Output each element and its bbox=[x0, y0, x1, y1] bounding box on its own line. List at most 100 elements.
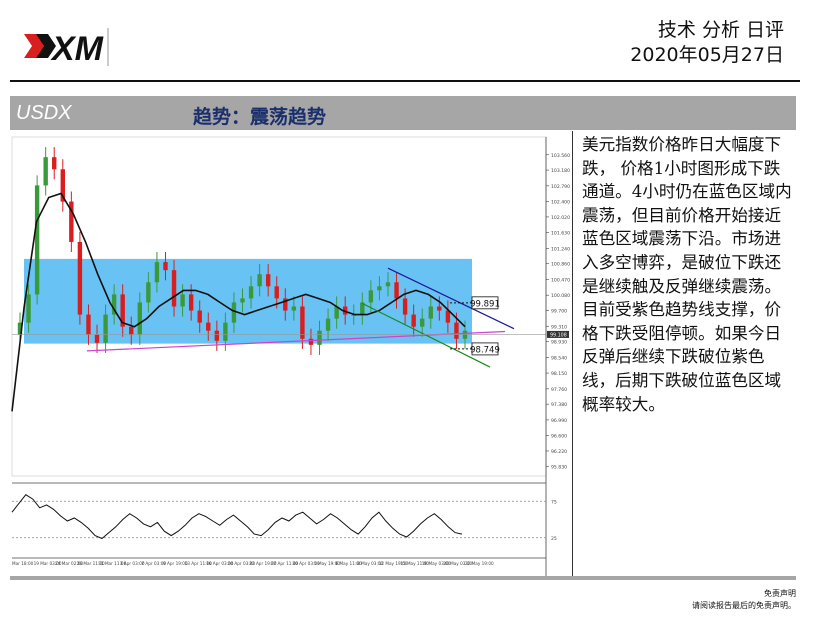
usdx-chart: 99.891 98.749 103.560 103.180 102.790 102.40… bbox=[10, 131, 572, 578]
y-tick-label: 100.080 bbox=[551, 293, 570, 299]
candle-body bbox=[300, 306, 305, 339]
xm-logo-text: XM bbox=[50, 30, 104, 68]
x-tick-label: 30 Apr 03:00 bbox=[292, 561, 320, 566]
y-tick-label: 101.240 bbox=[551, 246, 570, 252]
y-tick-label: 101.630 bbox=[551, 231, 570, 237]
candle-body bbox=[129, 326, 134, 335]
candle-body bbox=[180, 294, 185, 307]
x-tick-label: 31 Mar 11:00 bbox=[98, 561, 126, 566]
y-tick-label: 103.560 bbox=[551, 153, 570, 159]
candle-body bbox=[197, 310, 202, 323]
x-tick-label: 26 Mar 11:00 bbox=[77, 561, 105, 566]
disclaimer-title: 免责声明 bbox=[764, 589, 796, 598]
x-tick-label: 6 May 11:00 bbox=[336, 561, 362, 566]
y-tick-label: 100.470 bbox=[551, 277, 570, 283]
level-label: 98.749 bbox=[470, 345, 500, 355]
y-tick-label: 97.380 bbox=[551, 402, 567, 408]
level-box bbox=[471, 296, 499, 310]
oscillator-level-label: 25 bbox=[551, 536, 557, 542]
trend-label: 趋势：震荡趋势 bbox=[193, 106, 327, 128]
candle-body bbox=[428, 306, 433, 319]
candle-body bbox=[377, 286, 382, 291]
y-tick-label: 102.400 bbox=[551, 200, 570, 206]
x-tick-label: 8 May 03:00 bbox=[357, 561, 383, 566]
candle-body bbox=[462, 330, 468, 339]
candle-body bbox=[120, 294, 125, 327]
candle-body bbox=[257, 274, 262, 287]
candle-body bbox=[385, 282, 391, 287]
current-price-label: 99.108 bbox=[550, 332, 567, 338]
candle-body bbox=[146, 282, 151, 303]
candle-body bbox=[420, 318, 425, 327]
report-title: 技术 分析 日评 2020年05月27日 bbox=[630, 18, 784, 68]
candle-body bbox=[437, 306, 442, 311]
candle-body bbox=[265, 274, 271, 287]
candle-body bbox=[394, 282, 399, 299]
candle-body bbox=[402, 298, 408, 315]
channel-upper-line bbox=[387, 267, 515, 330]
x-tick-label: 24 Mar 02:00 bbox=[55, 561, 83, 566]
candle-body bbox=[411, 314, 416, 327]
y-tick-label: 95.830 bbox=[551, 465, 567, 471]
candle-body bbox=[103, 314, 108, 343]
candle-body bbox=[77, 241, 83, 315]
y-tick-label: 96.600 bbox=[551, 434, 567, 440]
symbol-label: USDX bbox=[16, 102, 72, 124]
candle-body bbox=[231, 302, 237, 323]
oscillator-line bbox=[11, 494, 463, 540]
level-label: 99.891 bbox=[470, 299, 500, 309]
candle-body bbox=[188, 294, 194, 311]
x-tick-label: 19 Mar 03:00 bbox=[34, 561, 62, 566]
candle-body bbox=[248, 286, 254, 299]
x-tick-label: 3 Apr 03:00 bbox=[120, 561, 145, 566]
candle-body bbox=[154, 262, 160, 283]
candle-body bbox=[206, 322, 211, 331]
candle-body bbox=[445, 310, 451, 323]
candle-body bbox=[360, 302, 365, 315]
candle-body bbox=[214, 330, 220, 341]
x-tick-label: 20 Apr 03:00 bbox=[228, 561, 256, 566]
candle-body bbox=[334, 306, 339, 319]
channel-lower-line bbox=[361, 302, 491, 368]
report-date: 2020年05月27日 bbox=[630, 44, 784, 66]
candle-body bbox=[69, 201, 74, 242]
column-divider bbox=[572, 131, 573, 578]
candle-body bbox=[43, 157, 48, 186]
candle-body bbox=[52, 157, 57, 170]
oscillator-level-label: 75 bbox=[551, 499, 557, 505]
x-tick-label: 27 Apr 11:00 bbox=[271, 561, 299, 566]
y-tick-label: 102.020 bbox=[551, 215, 570, 221]
candle-body bbox=[283, 298, 288, 311]
x-tick-label: 9 Apr 19:00 bbox=[163, 561, 188, 566]
candle-body bbox=[454, 322, 459, 339]
x-tick-label: 12 May 19:00 bbox=[379, 561, 408, 566]
disclaimer-text: 请阅读报告最后的免责声明。 bbox=[692, 601, 796, 610]
y-tick-label: 96.220 bbox=[551, 449, 567, 455]
y-tick-label: 98.540 bbox=[551, 355, 567, 361]
x-tick-label: 19 May 03:00 bbox=[422, 561, 451, 566]
disclaimer: 免责声明 请阅读报告最后的免责声明。 bbox=[692, 588, 796, 612]
candle-body bbox=[223, 322, 228, 341]
current-price-box bbox=[547, 330, 569, 338]
candle-body bbox=[111, 294, 117, 315]
candle-body bbox=[17, 322, 23, 335]
candle-body bbox=[308, 338, 314, 345]
candle-body bbox=[368, 290, 374, 303]
x-tick-label: 13 Apr 11:00 bbox=[185, 561, 213, 566]
x-tick-label: 16 Apr 03:00 bbox=[206, 561, 234, 566]
candle-body bbox=[274, 286, 279, 299]
footer-divider bbox=[10, 576, 796, 580]
y-tick-label: 100.860 bbox=[551, 262, 570, 268]
report-type: 技术 分析 日评 bbox=[657, 19, 784, 41]
section-bar: USDX 趋势：震荡趋势 bbox=[10, 96, 796, 130]
header-divider bbox=[10, 80, 800, 82]
candle-body bbox=[94, 334, 100, 343]
x-tick-label: 20 May 03:00 bbox=[443, 561, 472, 566]
candle-body bbox=[26, 294, 31, 323]
candle-body bbox=[240, 298, 245, 303]
xm-logo: XM bbox=[24, 28, 109, 68]
level-box bbox=[471, 342, 499, 356]
candle-body bbox=[86, 314, 91, 335]
x-tick-label: 5 May 19:00 bbox=[314, 561, 340, 566]
support-trendline bbox=[86, 330, 506, 352]
